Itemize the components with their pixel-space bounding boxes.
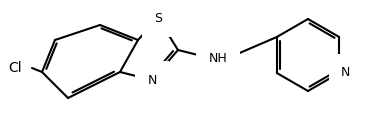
Text: NH: NH — [209, 51, 227, 65]
Text: N: N — [341, 67, 351, 80]
Text: Cl: Cl — [8, 61, 22, 75]
Text: N: N — [147, 74, 157, 86]
Text: S: S — [154, 11, 162, 25]
